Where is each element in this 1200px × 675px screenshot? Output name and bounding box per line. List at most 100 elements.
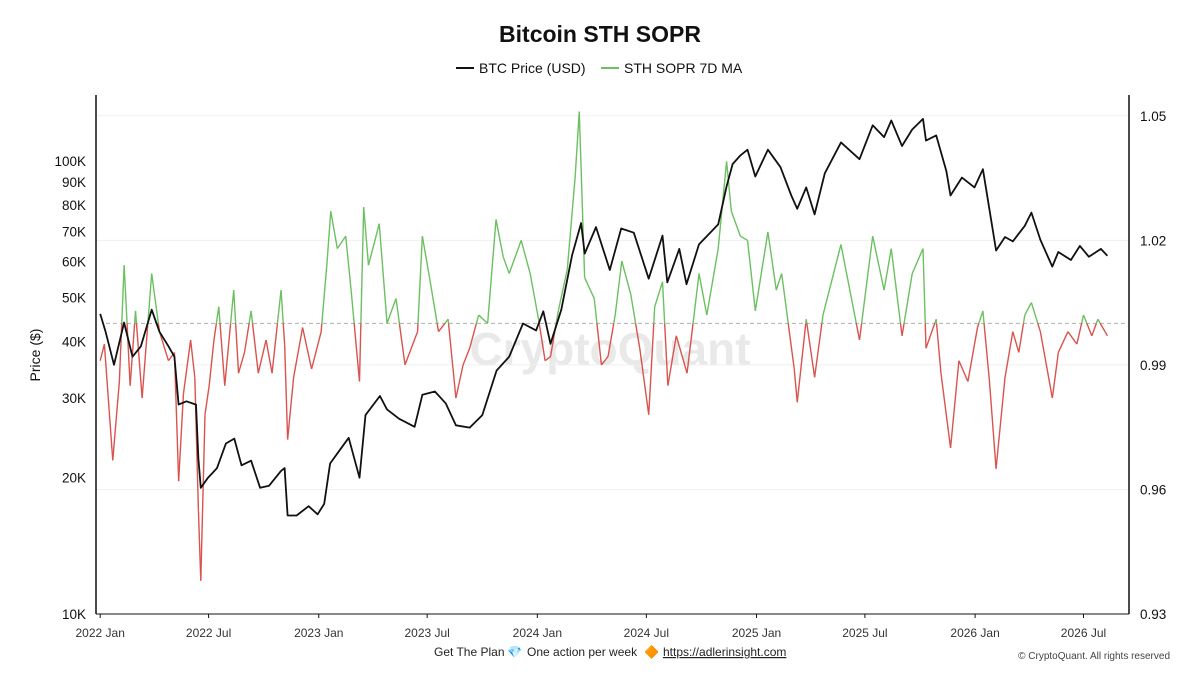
sopr-segment	[1051, 352, 1060, 399]
x-tick-label: 2025 Jul	[842, 626, 887, 640]
x-tick-label: 2026 Jul	[1061, 626, 1106, 640]
sopr-segment	[229, 290, 235, 324]
sopr-segment	[218, 306, 221, 324]
sopr-segment	[667, 335, 677, 386]
sopr-segment	[204, 385, 210, 415]
sopr-segment	[326, 211, 332, 262]
sopr-segment	[1097, 318, 1101, 324]
sopr-segment	[593, 298, 598, 324]
sopr-segment	[398, 323, 406, 365]
sopr-segment	[358, 323, 362, 382]
btc-price-line	[99, 118, 1109, 517]
sopr-segment	[675, 335, 688, 374]
sopr-segment	[336, 235, 347, 250]
sopr-segment	[1067, 331, 1078, 345]
sopr-segment	[949, 360, 960, 448]
sopr-segment	[455, 364, 464, 399]
sopr-segment	[903, 273, 913, 324]
sopr-segment	[257, 339, 267, 374]
sopr-segment	[922, 248, 926, 324]
grid	[96, 115, 1129, 615]
sopr-segment	[233, 290, 237, 324]
sopr-segment	[219, 323, 226, 386]
sopr-segment	[1022, 314, 1026, 324]
sopr-segment	[600, 356, 609, 366]
sopr-segment	[462, 348, 471, 366]
sopr-segment	[1080, 314, 1085, 324]
sopr-segment	[686, 323, 694, 374]
left-tick-label: 50K	[62, 290, 86, 305]
sopr-segment	[1024, 302, 1033, 316]
sopr-segment	[478, 314, 489, 324]
sopr-segment	[621, 260, 632, 295]
sopr-segment	[469, 323, 478, 349]
sopr-segment	[653, 306, 656, 324]
left-tick-label: 60K	[62, 255, 86, 270]
sopr-segment	[321, 261, 328, 324]
sopr-segment	[754, 231, 769, 312]
chart-title: Bitcoin STH SOPR	[499, 21, 701, 47]
sopr-segment	[395, 298, 401, 324]
sopr-segment	[108, 410, 114, 461]
sopr-segment	[855, 323, 861, 341]
x-tick-label: 2022 Jan	[75, 626, 124, 640]
sopr-segment	[607, 323, 615, 357]
sopr-segment	[967, 327, 979, 382]
sopr-segment	[353, 323, 361, 382]
sopr-segment	[250, 310, 254, 324]
sopr-segment	[286, 377, 295, 440]
footer-link[interactable]: https://adlerinsight.com	[663, 645, 786, 659]
sopr-segment	[486, 219, 497, 324]
sopr-segment	[596, 323, 603, 365]
sopr-segment	[508, 240, 522, 274]
sopr-segment	[280, 290, 284, 324]
sopr-segment	[935, 323, 942, 374]
sopr-segment	[630, 294, 637, 324]
sopr-segment	[404, 331, 419, 366]
sopr-segment	[840, 244, 857, 324]
legend-label-btc-price: BTC Price (USD)	[479, 60, 586, 76]
sopr-segment	[796, 323, 807, 403]
sopr-segment	[378, 223, 388, 324]
sopr-segment	[330, 211, 339, 249]
axes: Price ($)	[27, 95, 1130, 615]
sopr-segment	[574, 111, 580, 179]
series-sth-sopr	[99, 111, 1109, 581]
sopr-segment	[1082, 314, 1088, 324]
sopr-segment	[243, 323, 250, 353]
sopr-segment	[112, 381, 121, 461]
sopr-segment	[976, 323, 980, 328]
sopr-segment	[421, 236, 431, 278]
sopr-segment	[822, 244, 842, 316]
left-tick-label: 100K	[54, 154, 86, 169]
sopr-segment	[99, 343, 106, 361]
sopr-segment	[437, 322, 446, 333]
sopr-segment	[1086, 323, 1093, 337]
sopr-segment	[360, 207, 365, 324]
sopr-segment	[189, 339, 196, 378]
sopr-segment	[730, 211, 742, 237]
sopr-segment	[787, 323, 795, 370]
sopr-segment	[911, 248, 924, 274]
sopr-segment	[706, 248, 719, 316]
sopr-segment	[978, 310, 984, 324]
sopr-segment	[806, 323, 816, 378]
sopr-segment	[639, 348, 650, 415]
footer-diamond-icon: 💎	[507, 645, 522, 659]
sopr-segment	[566, 177, 576, 270]
x-tick-label: 2024 Jan	[513, 626, 562, 640]
sopr-segment	[746, 240, 757, 311]
x-tick-label: 2025 Jan	[732, 626, 781, 640]
sopr-segment	[692, 273, 700, 324]
sopr-segment	[447, 323, 457, 399]
sopr-segment	[310, 331, 322, 370]
footer-weekly-text: One action per week	[527, 645, 638, 659]
sopr-segment	[1030, 302, 1039, 324]
sopr-segment	[350, 290, 355, 324]
sopr-segment	[271, 323, 279, 374]
sopr-segment	[283, 344, 289, 440]
sopr-segment	[698, 273, 708, 316]
sopr-segment	[182, 339, 192, 395]
sopr-segment	[925, 323, 936, 349]
sopr-segment	[320, 323, 323, 332]
